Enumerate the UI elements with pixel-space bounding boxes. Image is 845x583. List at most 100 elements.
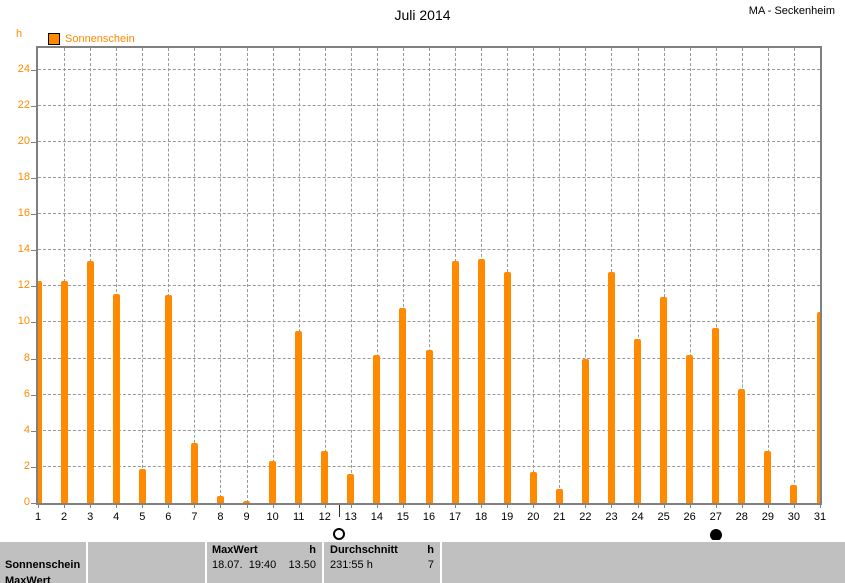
x-tick-mark (793, 505, 795, 508)
bar-day-14 (373, 354, 381, 503)
y-tick-mark (31, 358, 36, 360)
x-tick-mark (64, 505, 66, 508)
bar-day-28 (738, 389, 746, 503)
durchschnitt-header: Durchschnitt (330, 544, 398, 556)
bar-day-10 (269, 461, 277, 503)
x-tick-label: 18 (475, 511, 488, 523)
x-tick-mark (246, 505, 248, 508)
x-tick-label: 22 (579, 511, 592, 523)
bar-day-19 (503, 271, 511, 503)
plot-area (36, 46, 822, 505)
x-tick-mark (507, 505, 509, 508)
gridline-vertical (194, 48, 196, 503)
bar-day-20 (529, 472, 537, 503)
x-tick-label: 29 (761, 511, 774, 523)
x-tick-label: 19 (501, 511, 514, 523)
bar-day-13 (347, 474, 355, 503)
bar-day-2 (60, 280, 68, 503)
bar-day-6 (164, 295, 172, 503)
bar-day-9 (243, 501, 251, 503)
x-tick-label: 4 (113, 511, 120, 523)
y-tick-label: 0 (23, 496, 30, 508)
gridline-vertical (64, 48, 66, 503)
y-tick-label: 20 (17, 134, 30, 147)
x-tick-label: 2 (61, 511, 68, 523)
x-tick-mark (194, 505, 196, 508)
table-series-label: Sonnenschein (5, 559, 81, 571)
x-tick-label: 31 (813, 511, 827, 523)
bar-day-7 (190, 443, 198, 503)
x-tick-mark (272, 505, 274, 508)
x-tick-label: 1 (34, 511, 42, 523)
y-tick-label: 22 (17, 98, 30, 111)
y-tick-label: 14 (17, 243, 30, 256)
x-tick-label: 6 (165, 511, 172, 523)
bar-day-27 (712, 327, 720, 503)
bar-day-25 (660, 297, 668, 503)
x-tick-mark (220, 505, 222, 508)
bar-day-12 (321, 450, 329, 503)
bar-day-8 (216, 495, 224, 503)
gridline-vertical (168, 48, 170, 503)
x-tick-label: 8 (217, 511, 224, 523)
x-tick-label: 17 (448, 511, 462, 523)
durchschnitt-total: 231:55 h (330, 559, 373, 571)
x-tick-label: 28 (735, 511, 748, 523)
x-tick-label: 14 (370, 511, 383, 523)
y-tick-label: 8 (23, 351, 30, 364)
x-tick-mark (741, 505, 743, 508)
gridline-vertical (272, 48, 274, 503)
y-tick-mark (31, 466, 36, 468)
x-tick-mark (637, 505, 639, 508)
x-tick-label: 5 (139, 511, 146, 523)
gridline-vertical (767, 48, 769, 503)
legend: Sonnenschein (48, 30, 135, 45)
y-tick-mark (31, 141, 36, 143)
gridline-vertical (533, 48, 535, 503)
gridline-vertical (350, 48, 352, 503)
x-tick-mark (402, 505, 404, 508)
full-moon-icon (333, 528, 346, 540)
x-tick-label: 30 (787, 511, 801, 523)
x-tick-mark (324, 505, 326, 508)
x-tick-mark (429, 505, 430, 508)
gridline-vertical (689, 48, 691, 503)
table-separator (205, 542, 207, 583)
x-tick-label: 11 (292, 511, 305, 523)
legend-swatch-icon (48, 32, 60, 45)
gridline-vertical (220, 48, 222, 503)
bar-day-15 (399, 308, 407, 503)
bar-day-22 (581, 358, 589, 503)
gridline-vertical (298, 48, 300, 503)
x-tick-mark (350, 505, 352, 508)
x-tick-label: 24 (631, 511, 644, 523)
bar-day-18 (477, 259, 485, 503)
maxwert-unit: h (309, 544, 316, 556)
gridline-vertical (637, 48, 639, 503)
y-axis-unit-label: h (16, 28, 23, 40)
legend-label: Sonnenschein (65, 32, 135, 45)
x-tick-mark (142, 505, 144, 508)
gridline-vertical (402, 48, 404, 503)
bar-day-16 (425, 349, 433, 503)
gridline-vertical (663, 48, 665, 503)
y-tick-mark (31, 286, 36, 288)
y-tick-label: 4 (23, 423, 30, 436)
x-tick-mark (585, 505, 587, 508)
x-tick-mark (168, 505, 170, 508)
gridline-vertical (324, 48, 326, 503)
y-tick-mark (31, 69, 36, 71)
bar-day-11 (295, 331, 303, 503)
gridline-vertical (246, 48, 248, 503)
bar-day-17 (451, 261, 459, 503)
x-tick-mark (663, 505, 665, 508)
x-tick-label: 26 (683, 511, 696, 523)
y-tick-mark (31, 322, 36, 324)
bar-day-24 (634, 338, 642, 503)
gridline-vertical (376, 48, 378, 503)
bar-day-23 (607, 271, 615, 503)
x-tick-mark (376, 505, 378, 508)
bar-day-26 (686, 354, 694, 503)
x-tick-label: 25 (657, 511, 670, 523)
